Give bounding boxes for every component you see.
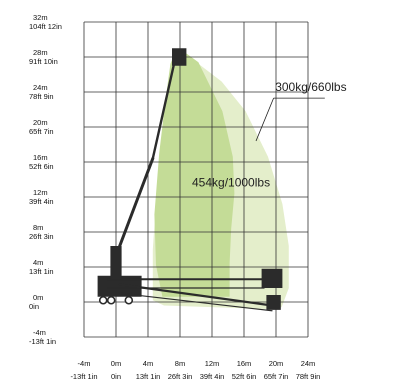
y-tick-metric-6: 8m xyxy=(33,223,43,232)
wheel-2 xyxy=(124,295,134,305)
x-tick-imperial-6: 65ft 7in xyxy=(264,372,289,381)
x-tick-metric-3: 8m xyxy=(175,359,185,368)
y-tick-metric-5: 12m xyxy=(33,188,48,197)
y-tick-imperial-9: -13ft 1in xyxy=(29,337,56,346)
label-300kg-leader xyxy=(255,97,274,142)
zone-labels: 300kg/660lbs 454kg/1000lbs xyxy=(192,80,347,189)
label-300kg: 300kg/660lbs xyxy=(275,80,346,94)
y-tick-imperial-5: 39ft 4in xyxy=(29,197,54,206)
y-tick-imperial-3: 65ft 7in xyxy=(29,127,54,136)
y-tick-imperial-6: 26ft 3in xyxy=(29,232,54,241)
x-tick-metric-7: 24m xyxy=(301,359,316,368)
boom-down-lower xyxy=(119,292,273,312)
y-tick-metric-2: 24m xyxy=(33,83,48,92)
y-tick-metric-1: 28m xyxy=(33,48,48,57)
wheel-1 xyxy=(106,295,116,305)
platform-down xyxy=(266,295,281,310)
y-tick-imperial-8: 0in xyxy=(29,302,39,311)
x-tick-imperial-7: 78ft 9in xyxy=(296,372,321,381)
y-tick-metric-0: 32m xyxy=(33,13,48,22)
y-tick-metric-9: -4m xyxy=(33,328,46,337)
wheel-0 xyxy=(98,295,108,305)
y-tick-imperial-0: 104ft 12in xyxy=(29,22,62,31)
x-tick-imperial-1: 0in xyxy=(111,372,121,381)
platform-low xyxy=(261,268,283,288)
y-tick-imperial-2: 78ft 9in xyxy=(29,92,54,101)
y-tick-metric-8: 0m xyxy=(33,293,43,302)
boom-lift-silhouette xyxy=(97,48,283,312)
x-tick-metric-6: 20m xyxy=(269,359,284,368)
y-tick-imperial-1: 91ft 10in xyxy=(29,57,58,66)
y-tick-imperial-4: 52ft 6in xyxy=(29,162,54,171)
y-tick-metric-4: 16m xyxy=(33,153,48,162)
x-tick-metric-5: 16m xyxy=(237,359,252,368)
grid-lines xyxy=(83,21,309,338)
x-axis-ticks: -4m -13ft 1in 0m 0in 4m 13ft 1in 8m 26ft 3in 12m… xyxy=(70,359,320,381)
turret xyxy=(110,246,122,280)
y-tick-imperial-7: 13ft 1in xyxy=(29,267,54,276)
chassis xyxy=(97,275,142,297)
x-tick-imperial-2: 13ft 1in xyxy=(136,372,161,381)
x-tick-metric-4: 12m xyxy=(205,359,220,368)
x-tick-imperial-4: 39ft 4in xyxy=(200,372,225,381)
y-tick-metric-3: 20m xyxy=(33,118,48,127)
zone-area-1 xyxy=(154,53,235,297)
x-tick-imperial-5: 52ft 6in xyxy=(232,372,257,381)
x-tick-imperial-0: -13ft 1in xyxy=(70,372,97,381)
x-tick-metric-2: 4m xyxy=(143,359,153,368)
y-tick-metric-7: 4m xyxy=(33,258,43,267)
label-454kg: 454kg/1000lbs xyxy=(192,176,270,190)
lower-boom xyxy=(112,157,155,262)
x-tick-imperial-3: 26ft 3in xyxy=(168,372,193,381)
boom-down xyxy=(118,283,274,307)
x-tick-metric-1: 0m xyxy=(111,359,121,368)
platform-high xyxy=(172,48,187,66)
x-tick-metric-0: -4m xyxy=(78,359,91,368)
load-zones xyxy=(152,53,289,309)
upper-boom xyxy=(151,61,176,160)
